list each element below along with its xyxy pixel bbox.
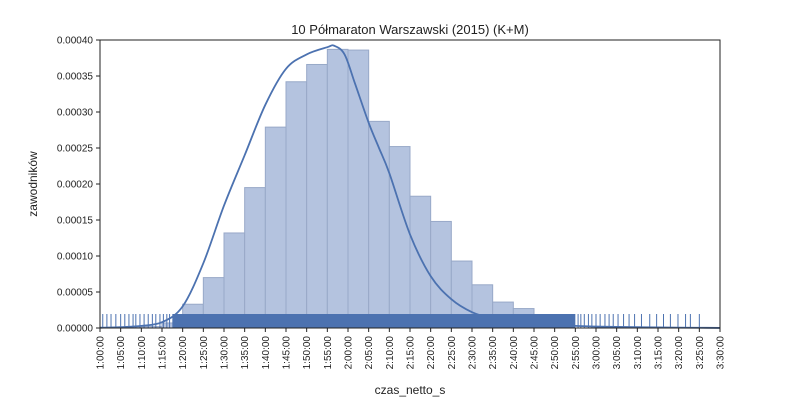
x-tick-label: 1:15:00 bbox=[158, 336, 169, 370]
x-tick-label: 1:30:00 bbox=[220, 336, 231, 370]
x-tick-label: 2:50:00 bbox=[550, 336, 561, 370]
kde-curve-group bbox=[99, 44, 721, 329]
x-tick-label: 2:35:00 bbox=[488, 336, 499, 370]
y-tick-label: 0.00030 bbox=[57, 108, 94, 119]
y-axis-ticks: 0.00000 0.00005 0.00010 0.00015 0.00020 0.000… bbox=[57, 36, 100, 335]
x-tick-label: 3:15:00 bbox=[654, 336, 665, 370]
x-tick-label: 2:30:00 bbox=[468, 336, 479, 370]
x-tick-label: 1:00:00 bbox=[96, 336, 107, 370]
x-tick-label: 3:10:00 bbox=[633, 336, 644, 370]
histogram-bar bbox=[326, 48, 349, 329]
x-tick-label: 1:25:00 bbox=[199, 336, 210, 370]
histogram-bar bbox=[244, 187, 266, 329]
kde-curve bbox=[99, 44, 721, 329]
x-tick-label: 1:40:00 bbox=[261, 336, 272, 370]
histogram-bar bbox=[223, 232, 246, 329]
x-tick-label: 1:50:00 bbox=[302, 336, 313, 370]
x-tick-label: 1:05:00 bbox=[116, 336, 127, 370]
x-tick-label: 3:20:00 bbox=[674, 336, 685, 370]
histogram-bar bbox=[388, 146, 411, 329]
x-tick-label: 1:10:00 bbox=[137, 336, 148, 370]
histogram-bar bbox=[264, 126, 287, 329]
x-tick-label: 2:25:00 bbox=[447, 336, 458, 370]
x-tick-label: 1:55:00 bbox=[323, 336, 334, 370]
histogram-bar bbox=[306, 63, 328, 329]
x-tick-label: 2:40:00 bbox=[509, 336, 520, 370]
x-tick-label: 2:00:00 bbox=[344, 336, 355, 370]
x-tick-label: 1:20:00 bbox=[178, 336, 189, 370]
x-axis-ticks: 1:00:00 1:05:00 1:10:00 1:15:00 1:20:00 1:25:… bbox=[96, 328, 727, 369]
x-tick-label: 1:35:00 bbox=[240, 336, 251, 370]
histogram-bar bbox=[368, 120, 390, 329]
histogram-bars bbox=[99, 48, 535, 329]
y-tick-label: 0.00040 bbox=[57, 36, 94, 47]
y-tick-label: 0.00000 bbox=[57, 324, 94, 335]
y-tick-label: 0.00010 bbox=[57, 252, 94, 263]
x-tick-label: 2:05:00 bbox=[364, 336, 375, 370]
chart-title: 10 Półmaraton Warszawski (2015) (K+M) bbox=[291, 22, 529, 37]
x-tick-label: 2:20:00 bbox=[426, 336, 437, 370]
x-tick-label: 3:00:00 bbox=[592, 336, 603, 370]
x-tick-label: 1:45:00 bbox=[282, 336, 293, 370]
y-tick-label: 0.00005 bbox=[57, 288, 94, 299]
x-tick-label: 3:05:00 bbox=[612, 336, 623, 370]
histogram-bar bbox=[409, 195, 432, 329]
y-tick-label: 0.00035 bbox=[57, 72, 94, 83]
x-tick-label: 3:25:00 bbox=[695, 336, 706, 370]
x-tick-label: 2:10:00 bbox=[385, 336, 396, 370]
x-tick-label: 2:45:00 bbox=[530, 336, 541, 370]
y-tick-label: 0.00015 bbox=[57, 216, 94, 227]
x-tick-label: 3:30:00 bbox=[716, 336, 727, 370]
y-tick-label: 0.00025 bbox=[57, 144, 94, 155]
x-tick-label: 2:55:00 bbox=[571, 336, 582, 370]
y-axis-label: zawodników bbox=[26, 151, 40, 217]
x-tick-label: 2:15:00 bbox=[406, 336, 417, 370]
histogram-bar bbox=[430, 220, 452, 329]
rug-plot bbox=[102, 314, 700, 328]
histogram-bar bbox=[285, 81, 308, 329]
x-axis-label: czas_netto_s bbox=[375, 383, 446, 397]
rug-dense-band bbox=[172, 314, 576, 328]
y-tick-label: 0.00020 bbox=[57, 180, 94, 191]
